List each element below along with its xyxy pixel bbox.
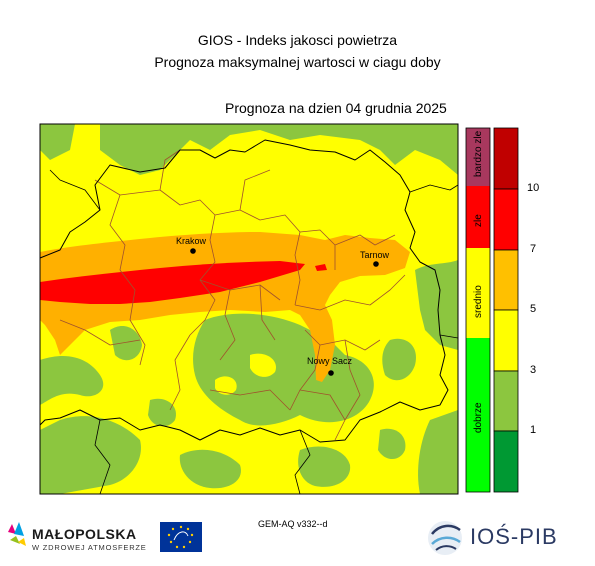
map-frame (39, 123, 459, 495)
scale-tick-1: 1 (530, 424, 537, 436)
city-dot-tarnow (373, 261, 379, 267)
legend-zle (466, 186, 490, 248)
category-legend (465, 127, 491, 493)
malopolska-logo-name: MAŁOPOLSKA (32, 526, 137, 542)
scale-step-5 (493, 188, 519, 251)
eu-life-logo (160, 522, 202, 552)
city-dot-krakow (190, 248, 196, 254)
scale-tick-7: 7 (530, 243, 537, 255)
scale-tick-3: 3 (530, 364, 537, 376)
legend-label-zle: zle (473, 214, 484, 227)
map-subtitle: Prognoza maksymalnej wartosci w ciagu do… (154, 54, 441, 70)
legend-label-dobrze: dobrze (473, 402, 484, 433)
bad-zones (40, 261, 327, 304)
malopolska-logo-tagline: W ZDROWEJ ATMOSFERZE (32, 543, 147, 552)
forecast-date: Prognoza na dzien 04 grudnia 2025 (225, 100, 447, 116)
scale-step-6 (493, 127, 519, 190)
legend-label-bardzo-zle: bardzo zle (473, 130, 484, 177)
scale-tick-5: 5 (530, 303, 537, 315)
scale-step-4 (493, 249, 519, 311)
scale-step-1 (493, 430, 519, 493)
city-label-tarnow: Tarnow (360, 250, 390, 260)
ios-pib-logo-name: IOŚ-PIB (470, 524, 558, 549)
scale-tick-10: 10 (527, 182, 540, 194)
city-label-krakow: Krakow (176, 236, 207, 246)
legend-label-srednio: srednio (473, 285, 484, 318)
city-label-nowy-sacz: Nowy Sacz (307, 356, 353, 366)
legend-bardzo-zle (466, 128, 490, 186)
city-markers (190, 248, 379, 376)
scale-step-3 (493, 309, 519, 372)
legend-dobrze (466, 338, 490, 492)
malopolska-logo-icon (8, 522, 26, 546)
city-dot-nowy-sacz (328, 370, 334, 376)
ios-pib-logo-icon (428, 521, 462, 555)
scale-step-2 (493, 370, 519, 432)
legend-srednio (466, 248, 490, 338)
model-version: GEM-AQ v332--d (258, 519, 328, 529)
numeric-scale (493, 127, 519, 493)
map-title: GIOS - Indeks jakosci powietrza (197, 32, 398, 48)
boundaries (39, 139, 459, 495)
